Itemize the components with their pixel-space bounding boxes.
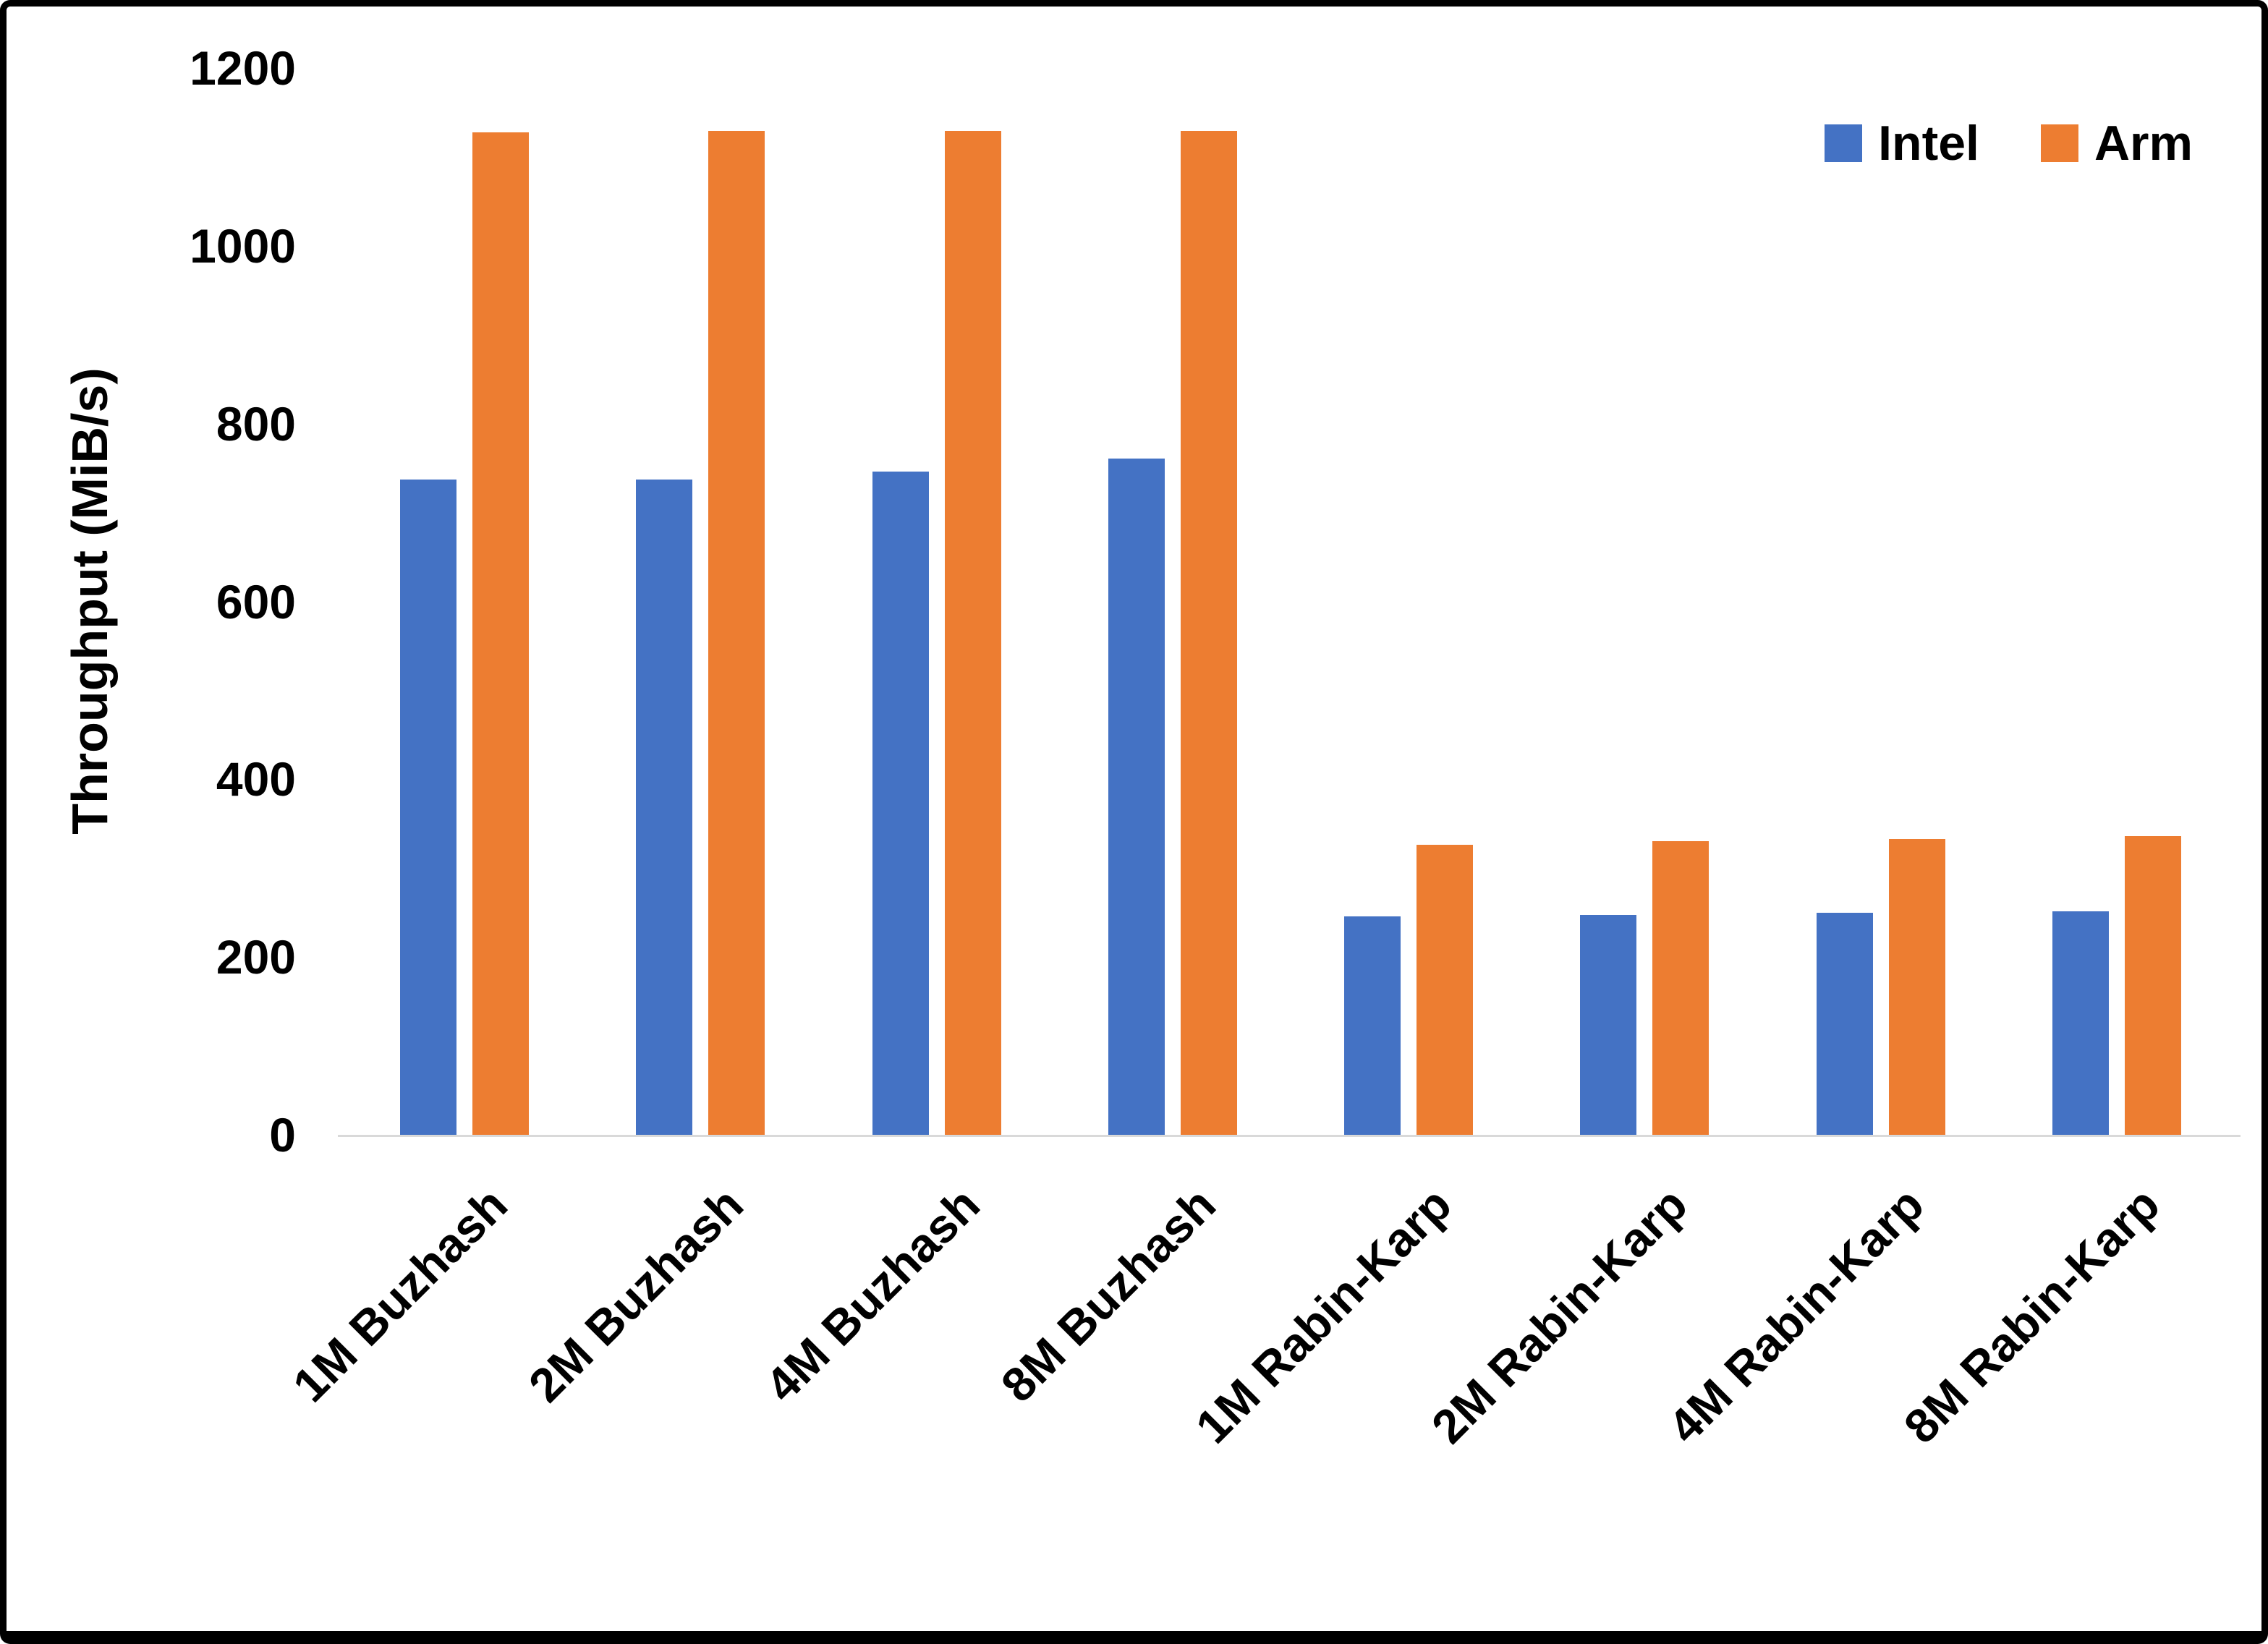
bar-intel-5 bbox=[1580, 915, 1637, 1135]
y-tick-label: 1000 bbox=[190, 218, 296, 273]
bar-arm-7 bbox=[2124, 836, 2181, 1135]
x-category-label: 1M Rabin-Karp bbox=[1185, 1177, 1462, 1454]
y-tick-label: 600 bbox=[216, 574, 296, 629]
bar-arm-4 bbox=[1417, 845, 1474, 1135]
x-category-label: 1M Buzhash bbox=[282, 1177, 518, 1413]
legend-swatch-intel bbox=[1825, 124, 1863, 162]
legend-label-intel: Intel bbox=[1878, 116, 1979, 171]
y-tick-label: 1200 bbox=[190, 41, 296, 95]
x-category-label: 2M Buzhash bbox=[518, 1177, 754, 1413]
x-category-label: 4M Buzhash bbox=[755, 1177, 990, 1413]
bar-intel-4 bbox=[1344, 916, 1401, 1135]
legend-item-arm: Arm bbox=[2040, 115, 2193, 171]
plot-area: Throughput (MiB/s) Intel Arm 0 200 400 600 8… bbox=[7, 7, 2261, 1631]
y-tick-label: 200 bbox=[216, 930, 296, 984]
x-category-label: 2M Rabin-Karp bbox=[1421, 1177, 1698, 1454]
bar-arm-3 bbox=[1180, 131, 1237, 1135]
bar-arm-5 bbox=[1652, 841, 1710, 1135]
legend-swatch-arm bbox=[2040, 124, 2078, 162]
bar-arm-2 bbox=[944, 131, 1001, 1135]
x-axis-line bbox=[338, 1135, 2241, 1137]
bar-arm-6 bbox=[1888, 838, 1945, 1135]
legend-label-arm: Arm bbox=[2094, 116, 2193, 171]
bar-arm-1 bbox=[708, 131, 765, 1135]
x-category-label: 4M Rabin-Karp bbox=[1657, 1177, 1934, 1454]
y-tick-label: 400 bbox=[216, 752, 296, 806]
y-tick-label: 800 bbox=[216, 396, 296, 451]
bar-intel-6 bbox=[1816, 912, 1873, 1135]
bar-intel-2 bbox=[872, 472, 929, 1135]
bar-intel-7 bbox=[2052, 911, 2109, 1135]
bar-arm-0 bbox=[472, 132, 530, 1135]
bar-intel-3 bbox=[1108, 458, 1165, 1135]
bar-intel-1 bbox=[636, 480, 693, 1135]
bar-intel-0 bbox=[400, 480, 457, 1135]
x-category-label: 8M Buzhash bbox=[990, 1177, 1226, 1413]
y-tick-label: 0 bbox=[269, 1108, 296, 1162]
legend-item-intel: Intel bbox=[1825, 115, 1979, 171]
x-category-label: 8M Rabin-Karp bbox=[1893, 1177, 2170, 1454]
legend: Intel Arm bbox=[1825, 115, 2193, 171]
